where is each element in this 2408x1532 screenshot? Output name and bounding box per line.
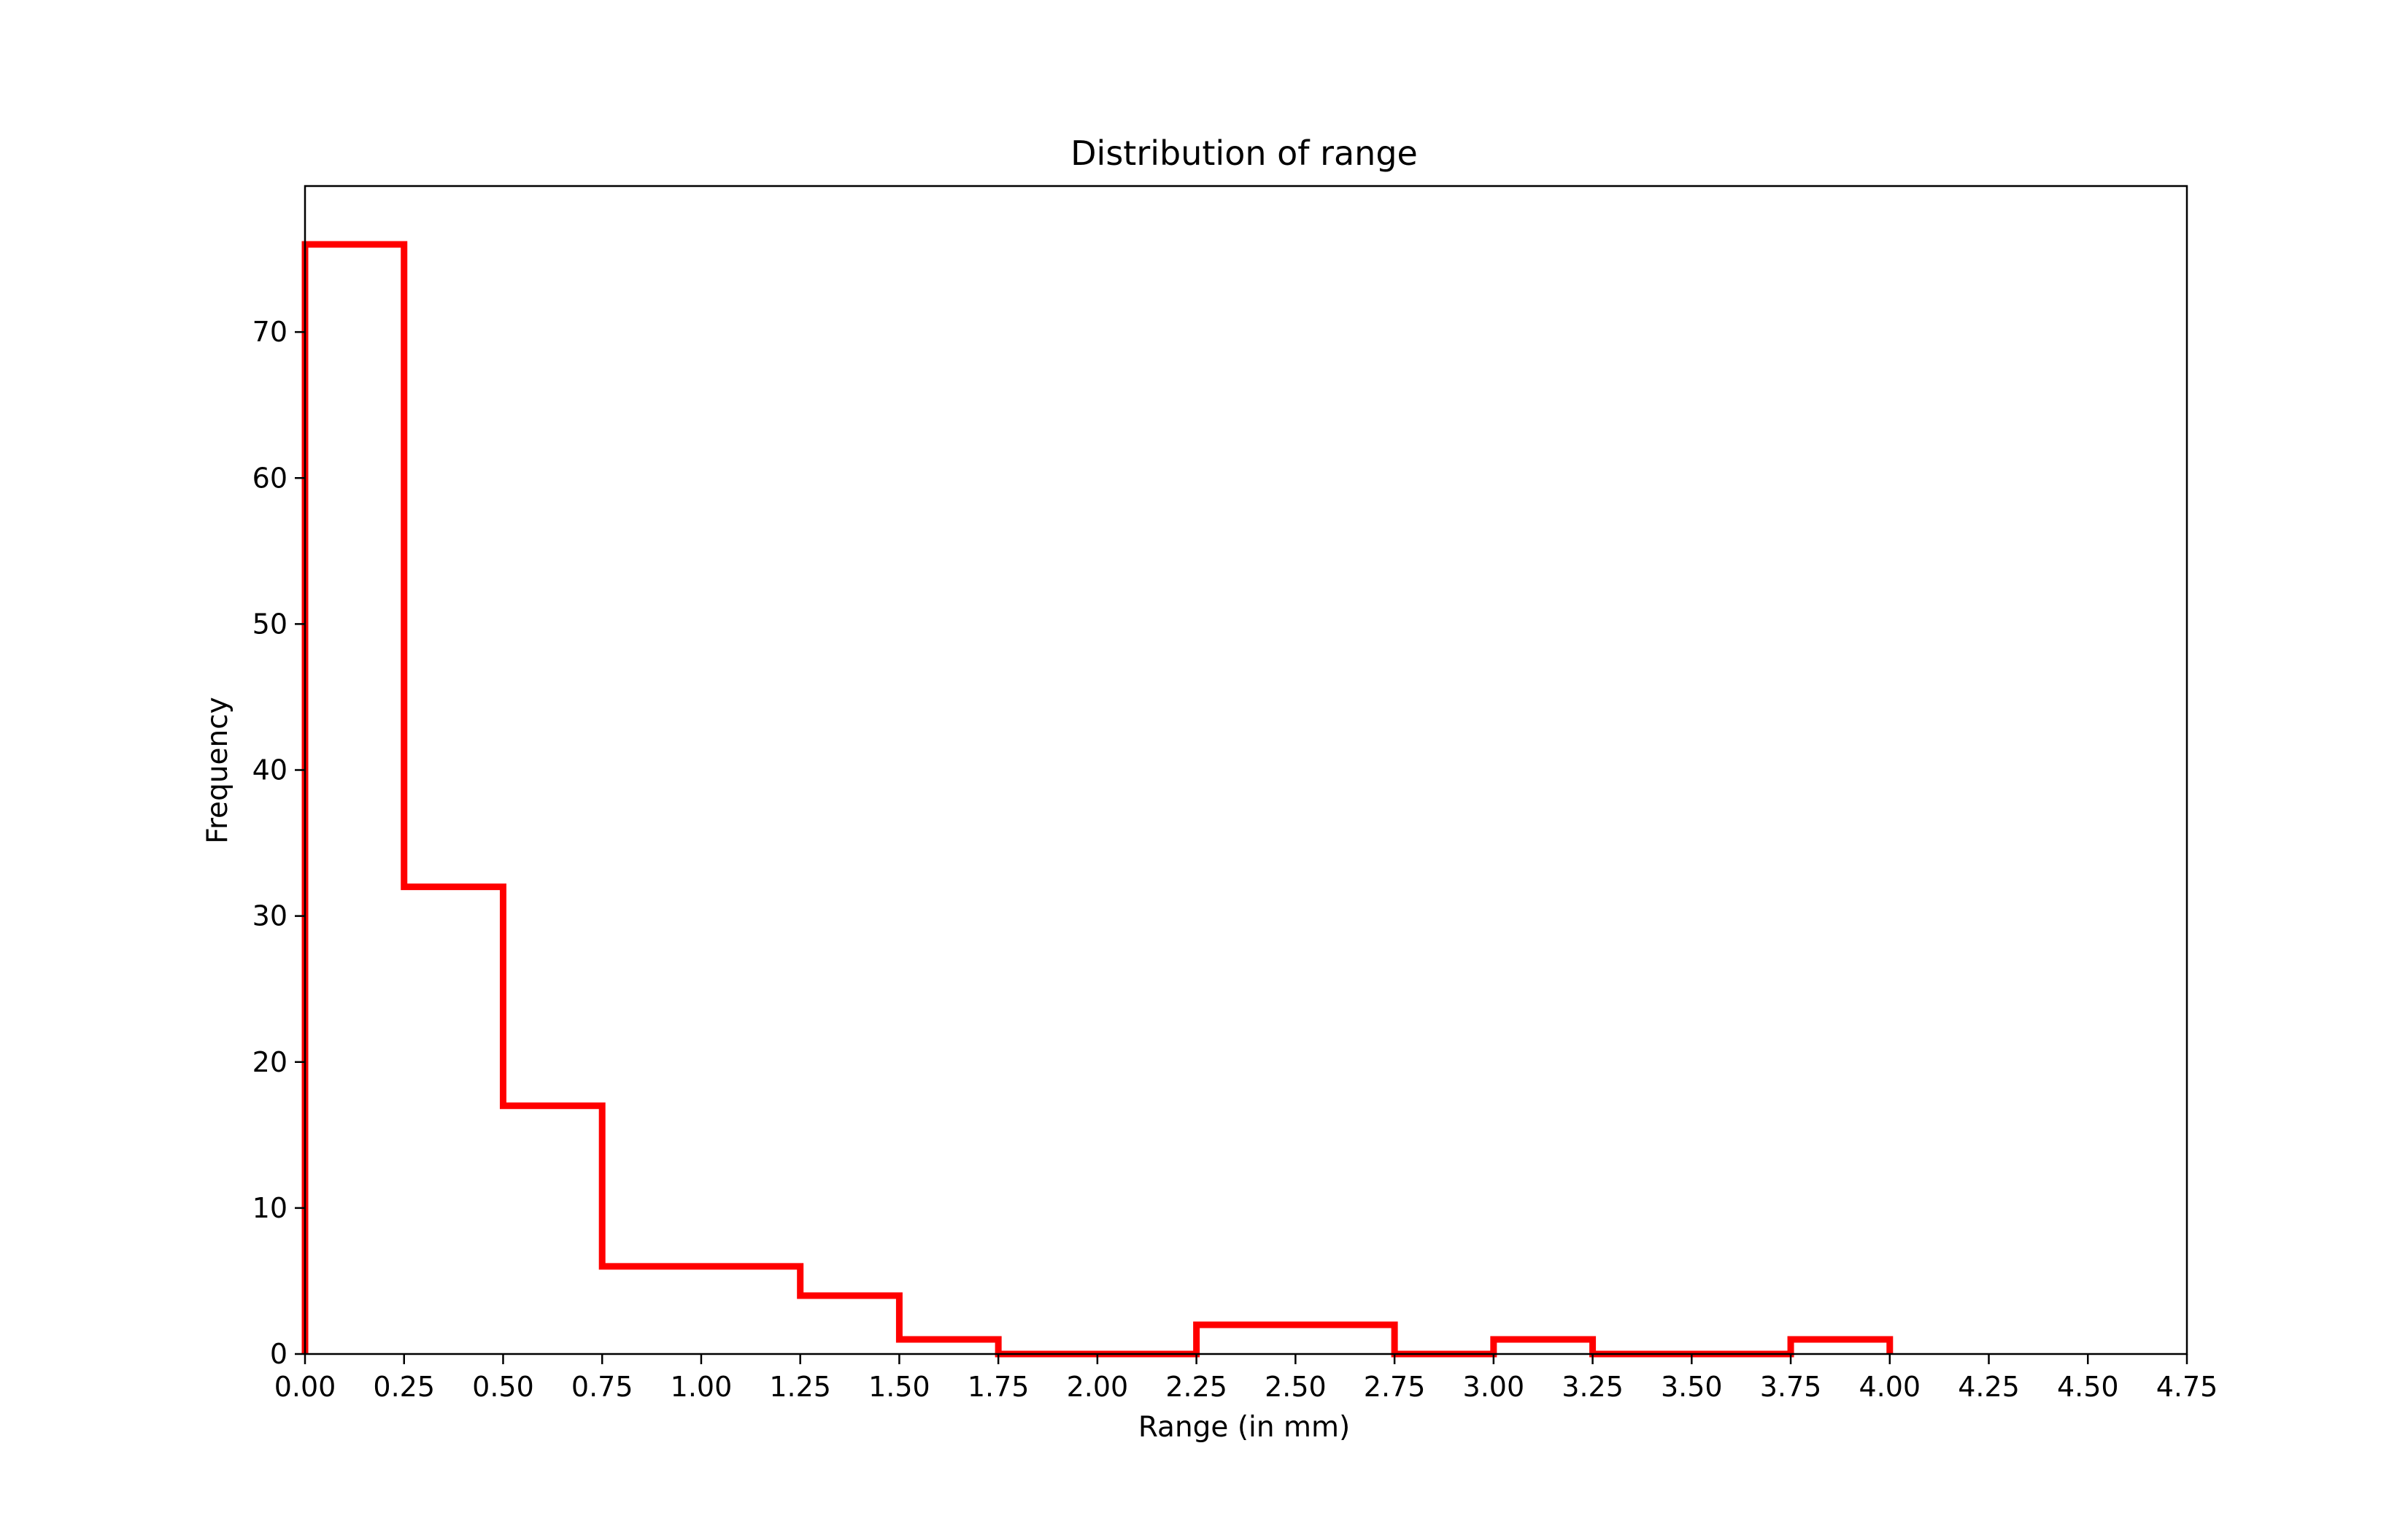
x-tick-label: 3.75 [1760, 1371, 1822, 1403]
y-tick-label: 0 [270, 1338, 288, 1370]
x-tick-label: 4.25 [1958, 1371, 2020, 1403]
x-axis: 0.00 0.25 0.50 0.75 1.00 1.25 1.50 1.75 2.00 2.25… [274, 1354, 2218, 1403]
y-axis-label: Frequency [201, 697, 234, 843]
x-tick-label: 4.00 [1859, 1371, 1921, 1403]
x-tick-label: 3.25 [1562, 1371, 1624, 1403]
y-tick-label: 70 [252, 316, 288, 348]
x-tick-label: 2.75 [1364, 1371, 1426, 1403]
x-tick-label: 1.25 [769, 1371, 831, 1403]
x-tick-label: 1.00 [671, 1371, 733, 1403]
y-tick-label: 10 [252, 1192, 288, 1224]
x-axis-label: Range (in mm) [1138, 1411, 1350, 1444]
x-tick-label: 0.50 [472, 1371, 534, 1403]
x-tick-label: 3.00 [1463, 1371, 1525, 1403]
x-tick-label: 2.25 [1165, 1371, 1227, 1403]
y-tick-label: 20 [252, 1046, 288, 1078]
y-tick-label: 30 [252, 900, 288, 932]
y-axis: 0 10 20 30 40 50 60 70 [252, 316, 305, 1370]
x-tick-label: 2.00 [1067, 1371, 1129, 1403]
x-tick-label: 0.00 [274, 1371, 336, 1403]
x-tick-label: 4.50 [2057, 1371, 2119, 1403]
x-tick-label: 4.75 [2156, 1371, 2218, 1403]
y-tick-label: 40 [252, 754, 288, 786]
x-tick-label: 1.50 [868, 1371, 930, 1403]
x-tick-label: 3.50 [1661, 1371, 1723, 1403]
x-tick-label: 2.50 [1265, 1371, 1327, 1403]
x-tick-label: 1.75 [968, 1371, 1030, 1403]
plot-area [301, 241, 1894, 1358]
y-tick-label: 60 [252, 462, 288, 494]
y-tick-label: 50 [252, 608, 288, 640]
histogram-step-line [301, 241, 1894, 1358]
chart-title: Distribution of range [1070, 134, 1418, 173]
x-tick-label: 0.25 [373, 1371, 435, 1403]
x-tick-label: 0.75 [571, 1371, 633, 1403]
plot-frame [304, 185, 2188, 1355]
